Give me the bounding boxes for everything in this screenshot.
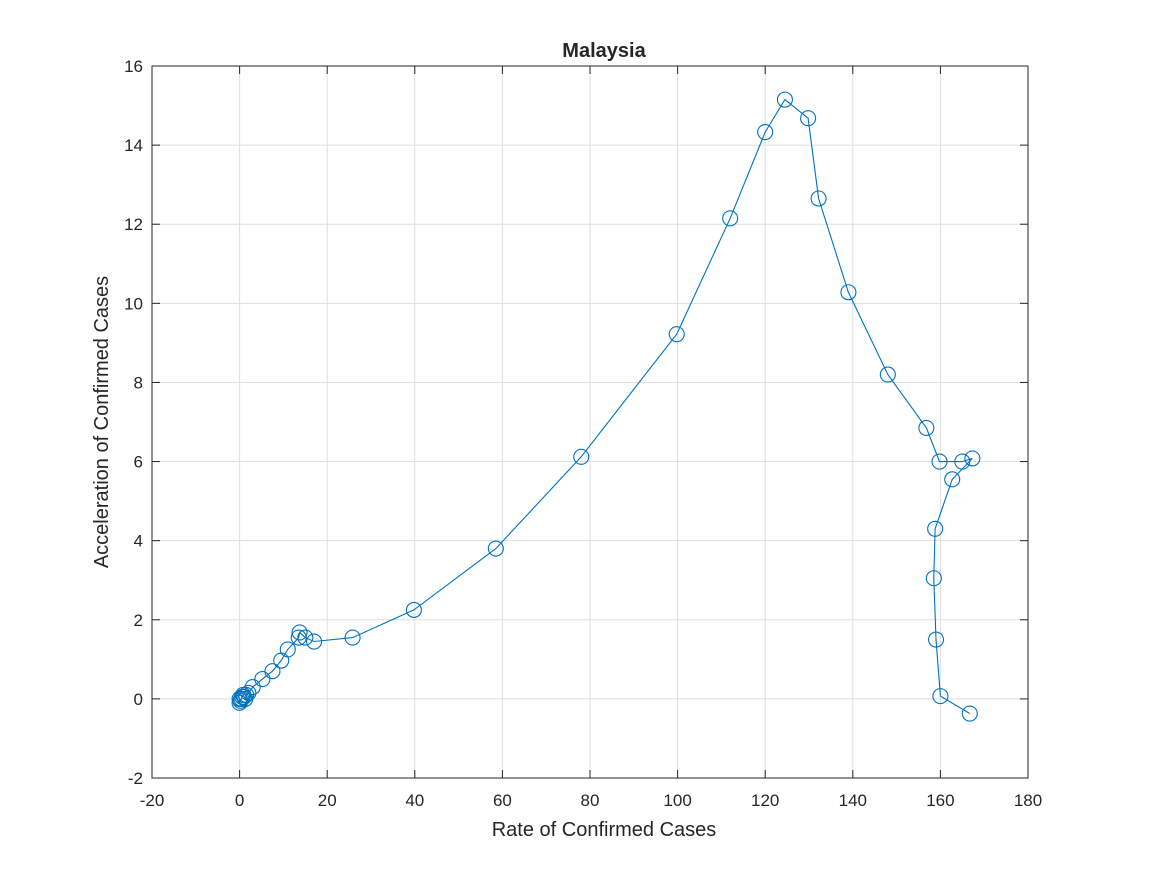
data-point bbox=[405, 601, 422, 618]
data-point bbox=[918, 419, 935, 436]
x-tick-label: 140 bbox=[839, 791, 867, 810]
x-tick-label: -20 bbox=[140, 791, 165, 810]
y-tick-label: 6 bbox=[134, 453, 143, 472]
data-point bbox=[879, 366, 896, 383]
data-point bbox=[668, 326, 685, 343]
y-tick-label: 14 bbox=[124, 136, 143, 155]
data-point bbox=[776, 91, 793, 108]
data-point bbox=[810, 190, 827, 207]
data-point bbox=[306, 633, 323, 650]
tick-labels: -20 0 20 40 60 80 100 120 140 160 180-202468101214… bbox=[124, 57, 1042, 810]
x-tick-label: 120 bbox=[751, 791, 779, 810]
chart-title: Malaysia bbox=[562, 40, 646, 62]
x-tick-label: 100 bbox=[663, 791, 691, 810]
x-tick-label: 0 bbox=[235, 791, 244, 810]
data-point bbox=[279, 641, 296, 658]
data-point bbox=[344, 629, 361, 646]
data-point bbox=[487, 540, 504, 557]
x-tick-label: 40 bbox=[405, 791, 424, 810]
data-point bbox=[235, 688, 253, 705]
series-malaysia bbox=[231, 91, 981, 722]
x-tick-label: 80 bbox=[581, 791, 600, 810]
data-point bbox=[927, 520, 944, 537]
x-tick-label: 180 bbox=[1014, 791, 1042, 810]
x-axis-label: Rate of Confirmed Cases bbox=[492, 819, 717, 841]
y-tick-label: 8 bbox=[134, 373, 143, 392]
data-point bbox=[297, 629, 314, 646]
data-point bbox=[961, 705, 978, 722]
axes bbox=[151, 65, 1029, 779]
data-point bbox=[757, 124, 774, 141]
data-point bbox=[244, 678, 261, 696]
data-point bbox=[954, 453, 971, 470]
data-point bbox=[290, 629, 307, 646]
data-point bbox=[927, 631, 945, 648]
y-tick-label: 12 bbox=[124, 215, 143, 234]
x-tick-label: 60 bbox=[493, 791, 512, 810]
data-point bbox=[573, 448, 590, 465]
data-point bbox=[840, 284, 857, 301]
data-point bbox=[254, 671, 271, 688]
y-tick-label: 2 bbox=[134, 611, 143, 630]
data-point bbox=[240, 684, 257, 702]
y-axis-label: Acceleration of Confirmed Cases bbox=[91, 276, 113, 568]
x-tick-label: 20 bbox=[318, 791, 337, 810]
data-point bbox=[932, 688, 949, 705]
data-point bbox=[964, 450, 981, 467]
x-tick-label: 160 bbox=[926, 791, 954, 810]
data-point bbox=[944, 471, 961, 488]
data-point bbox=[925, 570, 942, 587]
data-point bbox=[264, 663, 281, 680]
y-tick-label: 4 bbox=[134, 532, 143, 551]
y-tick-label: -2 bbox=[128, 769, 143, 788]
data-point bbox=[722, 210, 739, 227]
y-tick-label: 10 bbox=[124, 294, 143, 313]
data-point bbox=[291, 624, 308, 641]
data-point bbox=[800, 110, 817, 127]
y-tick-label: 0 bbox=[134, 690, 143, 709]
y-tick-label: 16 bbox=[124, 57, 143, 76]
data-point bbox=[931, 453, 948, 470]
